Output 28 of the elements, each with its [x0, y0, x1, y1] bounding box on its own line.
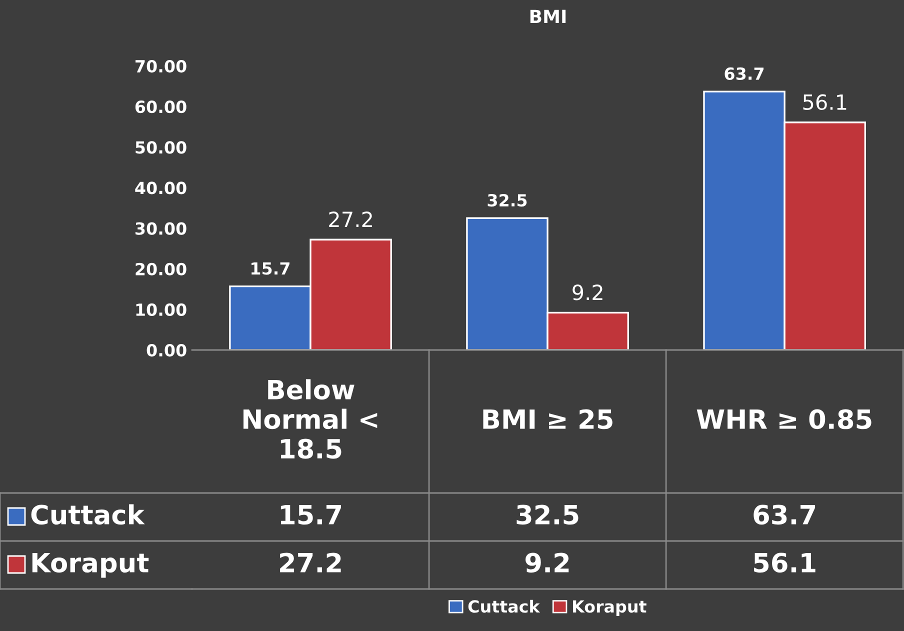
y-tick-label: 40.00 — [135, 182, 186, 194]
x-tick-label: WHR ≥ 0.85 — [696, 409, 872, 430]
data-label: 63.7 — [724, 67, 764, 80]
x-tick-label: BMI ≥ 25 — [483, 409, 612, 430]
x-tick-label: Below Normal < 18.5 — [244, 379, 378, 459]
y-tick-label: 10.00 — [136, 303, 186, 316]
legend-label: Koraput — [573, 600, 646, 616]
data-label: 15.7 — [252, 262, 290, 275]
legend-label: Cuttack — [31, 504, 145, 525]
text: 9.2 — [526, 552, 569, 573]
text: 56.1 — [754, 552, 816, 573]
text: 27.2 — [280, 552, 341, 572]
data-label: 9.2 — [572, 284, 602, 300]
text: Cuttack — [468, 600, 540, 613]
y-tick-label: 50.00 — [136, 141, 186, 154]
y-tick-label: 30.00 — [136, 222, 186, 235]
text: 15.7 — [280, 505, 341, 525]
text: 32.5 — [516, 504, 578, 525]
y-tick-label: 70.00 — [136, 60, 186, 73]
text: Koraput — [32, 553, 149, 578]
y-tick-label: 20.00 — [136, 262, 186, 276]
y-tick-label: 0.00 — [146, 344, 186, 357]
data-label: 32.5 — [488, 194, 527, 207]
text: 63.7 — [754, 504, 816, 525]
y-tick-label: 60.00 — [135, 100, 186, 114]
chart-title: BMI — [530, 10, 566, 23]
data-label: 27.2 — [329, 212, 372, 227]
data-label: 56.1 — [803, 94, 846, 110]
